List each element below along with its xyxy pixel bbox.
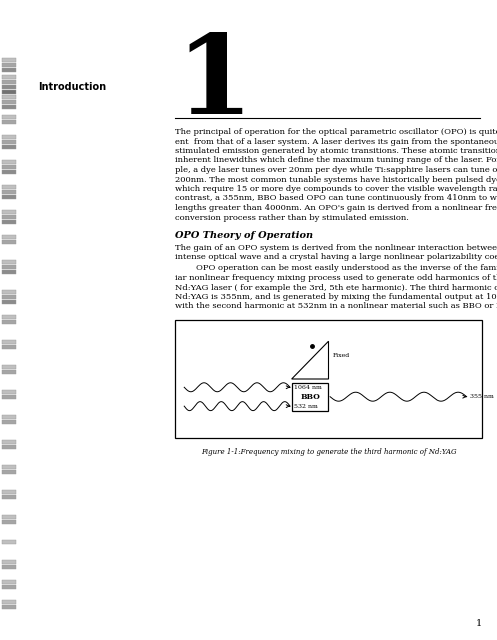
Bar xyxy=(2,115,16,119)
Text: with the second harmonic at 532nm in a nonlinear material such as BBO or KDP.: with the second harmonic at 532nm in a n… xyxy=(175,303,497,310)
Bar xyxy=(2,260,16,264)
Text: which require 15 or more dye compounds to cover the visible wavelength range. In: which require 15 or more dye compounds t… xyxy=(175,185,497,193)
Bar xyxy=(2,585,16,589)
Bar xyxy=(2,63,16,67)
Bar xyxy=(2,95,16,99)
Polygon shape xyxy=(292,341,329,379)
Bar xyxy=(2,390,16,394)
Text: 532 nm: 532 nm xyxy=(294,404,318,408)
Bar xyxy=(2,135,16,139)
Bar xyxy=(2,345,16,349)
Bar xyxy=(2,370,16,374)
Bar xyxy=(2,495,16,499)
Bar xyxy=(2,240,16,244)
Bar xyxy=(2,145,16,149)
Bar xyxy=(2,140,16,144)
Text: OPO Theory of Operation: OPO Theory of Operation xyxy=(175,231,313,240)
Bar xyxy=(2,320,16,324)
Bar xyxy=(2,185,16,189)
Text: stimulated emission generated by atomic transitions. These atomic transitions ha: stimulated emission generated by atomic … xyxy=(175,147,497,155)
Bar xyxy=(2,540,16,544)
Bar xyxy=(2,195,16,199)
Text: The principal of operation for the optical parametric oscillator (OPO) is quite : The principal of operation for the optic… xyxy=(175,128,497,136)
Text: ple, a dye laser tunes over 20nm per dye while Ti:sapphire lasers can tune over: ple, a dye laser tunes over 20nm per dye… xyxy=(175,166,497,174)
Bar xyxy=(2,445,16,449)
Bar xyxy=(292,383,328,411)
Bar xyxy=(2,565,16,569)
Bar xyxy=(2,90,16,94)
Bar xyxy=(2,290,16,294)
Bar xyxy=(2,265,16,269)
Text: conversion process rather than by stimulated emission.: conversion process rather than by stimul… xyxy=(175,214,409,221)
Bar xyxy=(2,170,16,174)
Bar xyxy=(2,190,16,194)
Bar xyxy=(2,520,16,524)
Bar xyxy=(2,160,16,164)
Bar xyxy=(175,320,482,438)
Bar xyxy=(2,235,16,239)
Bar xyxy=(2,340,16,344)
Bar xyxy=(2,465,16,469)
Bar xyxy=(2,490,16,494)
Text: Introduction: Introduction xyxy=(38,82,106,92)
Bar xyxy=(2,440,16,444)
Bar xyxy=(2,165,16,169)
Bar xyxy=(2,215,16,219)
Text: 1064 nm: 1064 nm xyxy=(294,385,322,390)
Bar xyxy=(2,105,16,109)
Bar xyxy=(2,415,16,419)
Text: Fixed: Fixed xyxy=(333,353,350,358)
Bar xyxy=(2,470,16,474)
Text: 1: 1 xyxy=(175,30,252,137)
Bar xyxy=(2,560,16,564)
Text: BBO: BBO xyxy=(300,393,320,401)
Bar xyxy=(2,68,16,72)
Bar xyxy=(2,220,16,224)
Text: ent  from that of a laser system. A laser derives its gain from the spontaneous : ent from that of a laser system. A laser… xyxy=(175,138,497,145)
Text: 200nm. The most common tunable systems have historically been pulsed dye lasers: 200nm. The most common tunable systems h… xyxy=(175,175,497,184)
Text: iar nonlinear frequency mixing process used to generate odd harmonics of the: iar nonlinear frequency mixing process u… xyxy=(175,274,497,282)
Bar xyxy=(2,270,16,274)
Bar xyxy=(2,210,16,214)
Bar xyxy=(2,420,16,424)
Bar xyxy=(2,580,16,584)
Text: Figure 1-1:Frequency mixing to generate the third harmonic of Nd:YAG: Figure 1-1:Frequency mixing to generate … xyxy=(201,448,456,456)
Bar xyxy=(2,295,16,299)
Bar xyxy=(2,75,16,79)
Bar xyxy=(2,315,16,319)
Bar xyxy=(2,605,16,609)
Text: contrast, a 355nm, BBO based OPO can tune continuously from 410nm to wave-: contrast, a 355nm, BBO based OPO can tun… xyxy=(175,195,497,202)
Bar xyxy=(2,395,16,399)
Bar xyxy=(2,300,16,304)
Text: 355 nm: 355 nm xyxy=(470,394,494,399)
Text: The gain of an OPO system is derived from the nonlinear interaction between an: The gain of an OPO system is derived fro… xyxy=(175,243,497,252)
Text: 1: 1 xyxy=(476,619,482,628)
Bar xyxy=(2,80,16,84)
Bar xyxy=(2,58,16,62)
Text: inherent linewidths which define the maximum tuning range of the laser. For exam: inherent linewidths which define the max… xyxy=(175,157,497,164)
Bar xyxy=(2,515,16,519)
Bar xyxy=(2,120,16,124)
Bar xyxy=(2,600,16,604)
Text: lengths greater than 4000nm. An OPO's gain is derived from a nonlinear frequency: lengths greater than 4000nm. An OPO's ga… xyxy=(175,204,497,212)
Text: intense optical wave and a crystal having a large nonlinear polarizability coeff: intense optical wave and a crystal havin… xyxy=(175,253,497,261)
Text: OPO operation can be most easily understood as the inverse of the famil-: OPO operation can be most easily underst… xyxy=(175,264,497,273)
Text: Nd:YAG is 355nm, and is generated by mixing the fundamental output at 1064nm: Nd:YAG is 355nm, and is generated by mix… xyxy=(175,293,497,301)
Bar xyxy=(2,100,16,104)
Text: Nd:YAG laser ( for example the 3rd, 5th ete harmonic). The third harmonic of: Nd:YAG laser ( for example the 3rd, 5th … xyxy=(175,284,497,291)
Bar xyxy=(2,365,16,369)
Bar xyxy=(2,85,16,89)
